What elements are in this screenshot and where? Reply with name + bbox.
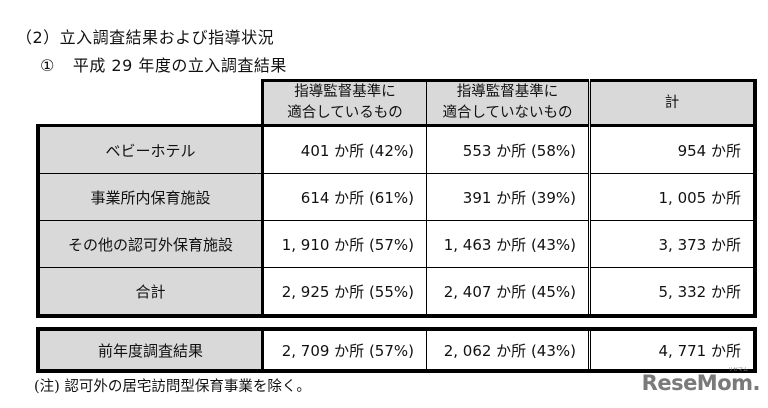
cell-compliant: 401 か所 (42%)	[261, 124, 427, 174]
inspection-results-table: 指導監督基準に 適合しているもの 指導監督基準に 適合していないもの 計 ベビー…	[36, 79, 757, 318]
cell-noncompliant: 553 か所 (58%)	[426, 124, 591, 174]
logo-ruby: リセマム	[727, 367, 748, 373]
cell-total: 1, 005 か所	[589, 173, 757, 221]
table-row: その他の認可外保育施設 1, 910 か所 (57%) 1, 463 か所 (4…	[36, 220, 757, 268]
footnote: (注) 認可外の居宅訪問型保育事業を除く。	[34, 379, 311, 395]
cell-total: 4, 771 か所	[589, 327, 757, 373]
section-heading: （2）立入調査結果および指導状況	[16, 28, 275, 47]
table-row: ベビーホテル 401 か所 (42%) 553 か所 (58%) 954 か所	[36, 124, 757, 174]
header-noncompliant: 指導監督基準に 適合していないもの	[426, 79, 591, 127]
row-label: その他の認可外保育施設	[36, 220, 264, 268]
cell-noncompliant: 391 か所 (39%)	[426, 173, 591, 221]
table-corner	[38, 81, 263, 126]
circled-number: ①	[40, 56, 55, 75]
subsection-title: 平成 29 年度の立入調査結果	[72, 56, 287, 75]
cell-noncompliant: 1, 463 か所 (43%)	[426, 220, 591, 268]
cell-total: 3, 373 か所	[589, 220, 757, 268]
cell-compliant: 2, 925 か所 (55%)	[261, 267, 427, 318]
cell-compliant: 2, 709 か所 (57%)	[261, 327, 427, 373]
logo-text: ReseMom.	[641, 371, 761, 395]
cell-compliant: 614 か所 (61%)	[261, 173, 427, 221]
previous-year-table: 前年度調査結果 2, 709 か所 (57%) 2, 062 か所 (43%) …	[36, 327, 757, 373]
header-total: 計	[589, 79, 757, 127]
row-label: 合計	[36, 267, 264, 318]
cell-noncompliant: 2, 062 か所 (43%)	[426, 327, 591, 373]
cell-total: 954 か所	[589, 124, 757, 174]
table-row-total: 合計 2, 925 か所 (55%) 2, 407 か所 (45%) 5, 33…	[36, 267, 757, 318]
row-label: 前年度調査結果	[36, 327, 264, 373]
resemom-logo: リセマム ReseMom.	[641, 367, 761, 395]
table-header-row: 指導監督基準に 適合しているもの 指導監督基準に 適合していないもの 計	[38, 79, 757, 127]
cell-total: 5, 332 か所	[589, 267, 757, 318]
table-row: 事業所内保育施設 614 か所 (61%) 391 か所 (39%) 1, 00…	[36, 173, 757, 221]
cell-compliant: 1, 910 か所 (57%)	[261, 220, 427, 268]
table-row-previous-year: 前年度調査結果 2, 709 か所 (57%) 2, 062 か所 (43%) …	[36, 327, 757, 373]
header-compliant: 指導監督基準に 適合しているもの	[261, 79, 427, 127]
row-label: 事業所内保育施設	[36, 173, 264, 221]
cell-noncompliant: 2, 407 か所 (45%)	[426, 267, 591, 318]
row-label: ベビーホテル	[36, 124, 264, 174]
subsection-heading: ① 平成 29 年度の立入調査結果	[40, 52, 287, 76]
